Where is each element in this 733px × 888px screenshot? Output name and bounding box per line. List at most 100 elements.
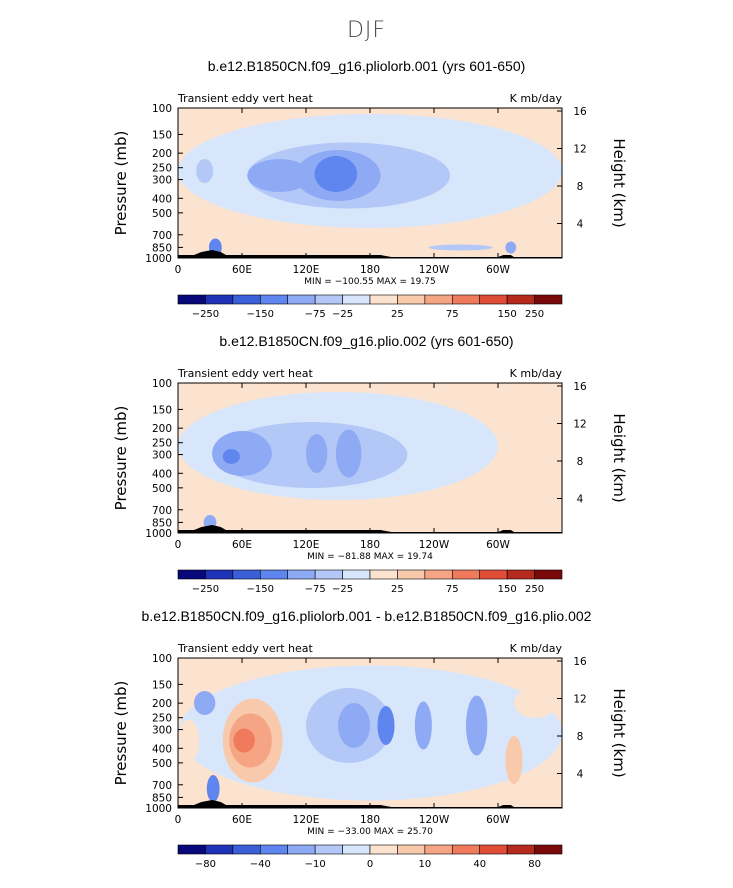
y-right-tick-label: 4 [577,219,584,231]
topography-mask [178,525,562,533]
chart-panel-2: b.e12.B1850CN.f09_g16.plio.002 (yrs 601-… [0,333,733,603]
units-label: K mb/day [510,642,563,655]
colorbar-label: 75 [446,584,459,595]
x-tick-label: 180 [360,814,380,826]
contour-region [514,688,557,718]
contour-region [222,449,240,464]
colorbar-box [479,844,508,855]
x-tick-label: 0 [175,264,182,276]
colorbar-label: −250 [192,309,219,320]
colorbar-box [205,569,234,580]
y-tick-label: 1000 [145,253,172,265]
y-right-tick-label: 8 [577,181,584,193]
colorbar-label: −150 [247,584,274,595]
colorbar-box [205,844,234,855]
x-tick-label: 60W [486,814,510,826]
x-tick-label: 120W [419,539,450,551]
min-max-stats: MIN = −100.55 MAX = 19.75 [304,277,435,287]
contour-region [247,159,312,192]
y-tick-label: 100 [152,103,172,115]
x-tick-label: 180 [360,264,380,276]
y-right-tick-label: 16 [573,656,587,668]
colorbar-box [397,569,426,580]
colorbar-box [424,844,453,855]
chart-svg: Transient eddy vert heat K mb/day 100 150 20… [112,92,628,320]
contour-region [377,706,395,745]
y-right-tick-label: 8 [577,456,584,468]
colorbar-box [506,294,535,305]
y-tick-label: 500 [152,758,172,770]
x-tick-label: 120W [419,264,450,276]
y-tick-label: 200 [152,698,172,710]
colorbar-box [232,569,261,580]
y-tick-label: 500 [152,483,172,495]
y-tick-label: 100 [152,378,172,390]
y-tick-label: 400 [152,743,172,755]
y-tick-label: 150 [152,679,172,691]
y-axis-label: Pressure (mb) [112,131,130,236]
y-right-tick-label: 4 [577,769,584,781]
colorbar-box [342,569,371,580]
colorbar-box [451,844,481,855]
colorbar-box [369,294,398,305]
units-label: K mb/day [510,92,563,105]
colorbar-box [369,844,398,855]
contour-region [314,156,358,192]
topography-mask [178,800,562,808]
y-tick-label: 400 [152,193,172,205]
colorbar-box [534,569,563,580]
y-tick-label: 150 [152,404,172,416]
colorbar-label: −80 [195,859,216,870]
colorbar-box [177,569,206,580]
chart-panel-1: b.e12.B1850CN.f09_g16.pliolorb.001 (yrs … [0,58,733,328]
y-right-tick-label: 16 [573,381,587,393]
contour-region [194,691,216,715]
colorbar-box [506,844,535,855]
contour-region [466,695,488,756]
x-tick-label: 60W [486,539,510,551]
y-tick-label: 250 [152,163,172,175]
y-right-axis-label: Height (km) [610,413,628,502]
colorbar-label: 40 [473,859,486,870]
colorbar-box [287,294,316,305]
colorbar-label: −75 [305,309,326,320]
x-tick-label: 120W [419,814,450,826]
variable-label: Transient eddy vert heat [177,642,314,655]
y-tick-label: 700 [152,505,172,517]
variable-label: Transient eddy vert heat [177,367,314,380]
contour-region [212,431,272,476]
contour-region [505,736,523,784]
x-tick-label: 120E [293,539,320,551]
colorbar-label: 150 [498,584,517,595]
colorbar-box [424,294,453,305]
variable-label: Transient eddy vert heat [177,92,314,105]
colorbar-box [451,569,481,580]
x-tick-label: 60W [486,264,510,276]
y-right-tick-label: 12 [573,694,586,706]
units-label: K mb/day [510,367,563,380]
colorbar-box [506,569,535,580]
y-right-tick-label: 12 [573,419,586,431]
colorbar-label: −40 [250,859,271,870]
colorbar-box [259,844,289,855]
colorbar-box [342,844,371,855]
chart-title: b.e12.B1850CN.f09_g16.pliolorb.001 - b.e… [141,608,592,624]
colorbar-label: 25 [391,584,404,595]
colorbar-label: 250 [525,309,544,320]
x-tick-label: 60E [232,264,252,276]
contour-region [196,159,214,183]
contour-region [178,719,200,762]
contour-region [414,701,432,750]
chart-title: b.e12.B1850CN.f09_g16.plio.002 (yrs 601-… [219,333,514,349]
contour-region [338,703,370,748]
y-tick-label: 500 [152,208,172,220]
colorbar-label: −250 [192,584,219,595]
colorbar-box [397,294,426,305]
colorbar-box [369,569,398,580]
page-title: DJF [346,18,387,43]
colorbar-label: 150 [498,309,517,320]
colorbar-label: 80 [528,859,541,870]
y-tick-label: 150 [152,129,172,141]
colorbar-box [424,569,453,580]
x-tick-label: 0 [175,814,182,826]
